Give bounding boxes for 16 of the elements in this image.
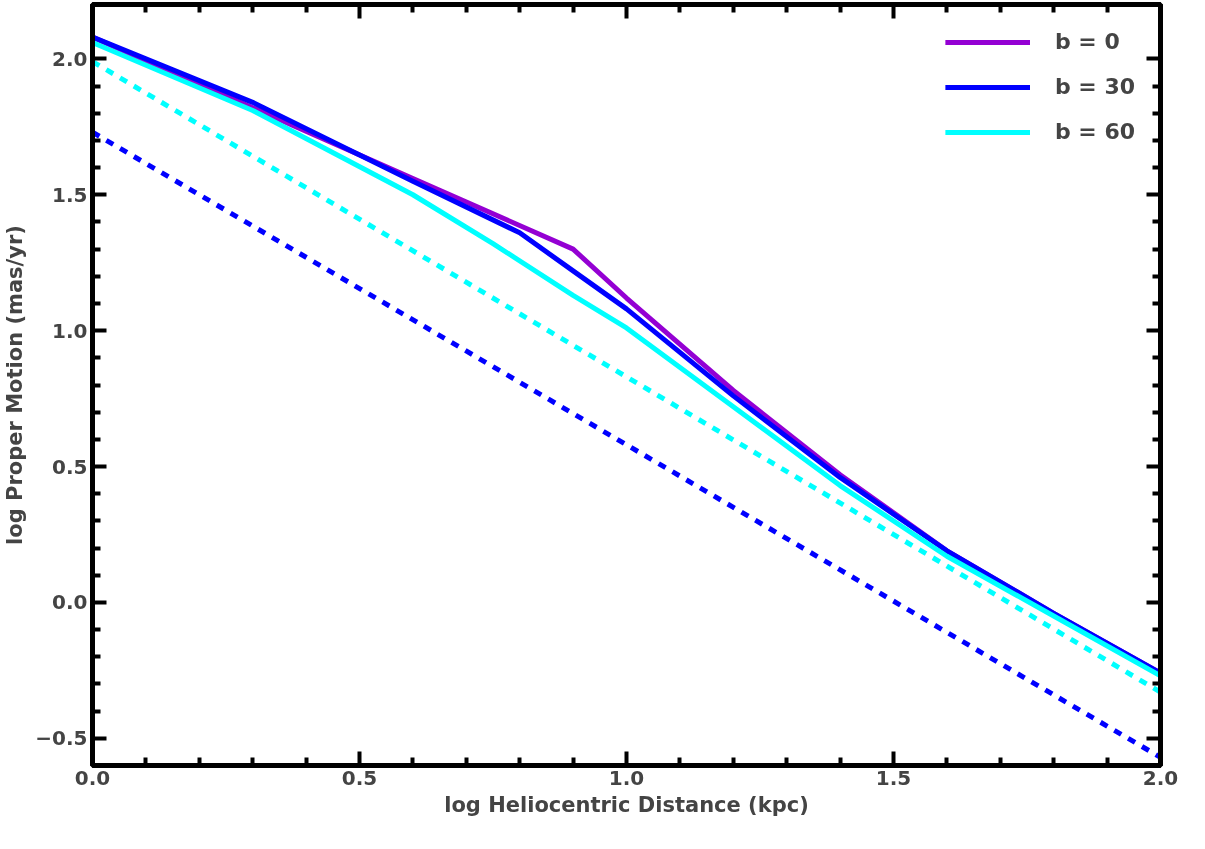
legend-label: b = 30: [1054, 74, 1135, 99]
y-tick-label: 0.0: [52, 590, 88, 615]
x-tick-label: 1.0: [608, 765, 645, 790]
y-tick-label: 1.0: [52, 318, 88, 343]
x-tick-label: 1.5: [875, 765, 912, 790]
y-tick-label: 0.5: [52, 454, 88, 479]
y-tick-label: 1.5: [52, 182, 88, 207]
x-tick-label: 0.5: [341, 765, 378, 790]
y-tick-label: 2.0: [52, 46, 88, 71]
x-tick-label: 2.0: [1142, 765, 1179, 790]
x-axis-title: log Heliocentric Distance (kpc): [444, 792, 809, 817]
legend-label: b = 0: [1054, 29, 1120, 54]
legend-label: b = 60: [1054, 119, 1135, 144]
y-tick-label: −0.5: [35, 726, 88, 751]
x-tick-label: 0.0: [74, 765, 111, 790]
y-axis-title: log Proper Motion (mas/yr): [3, 225, 28, 545]
